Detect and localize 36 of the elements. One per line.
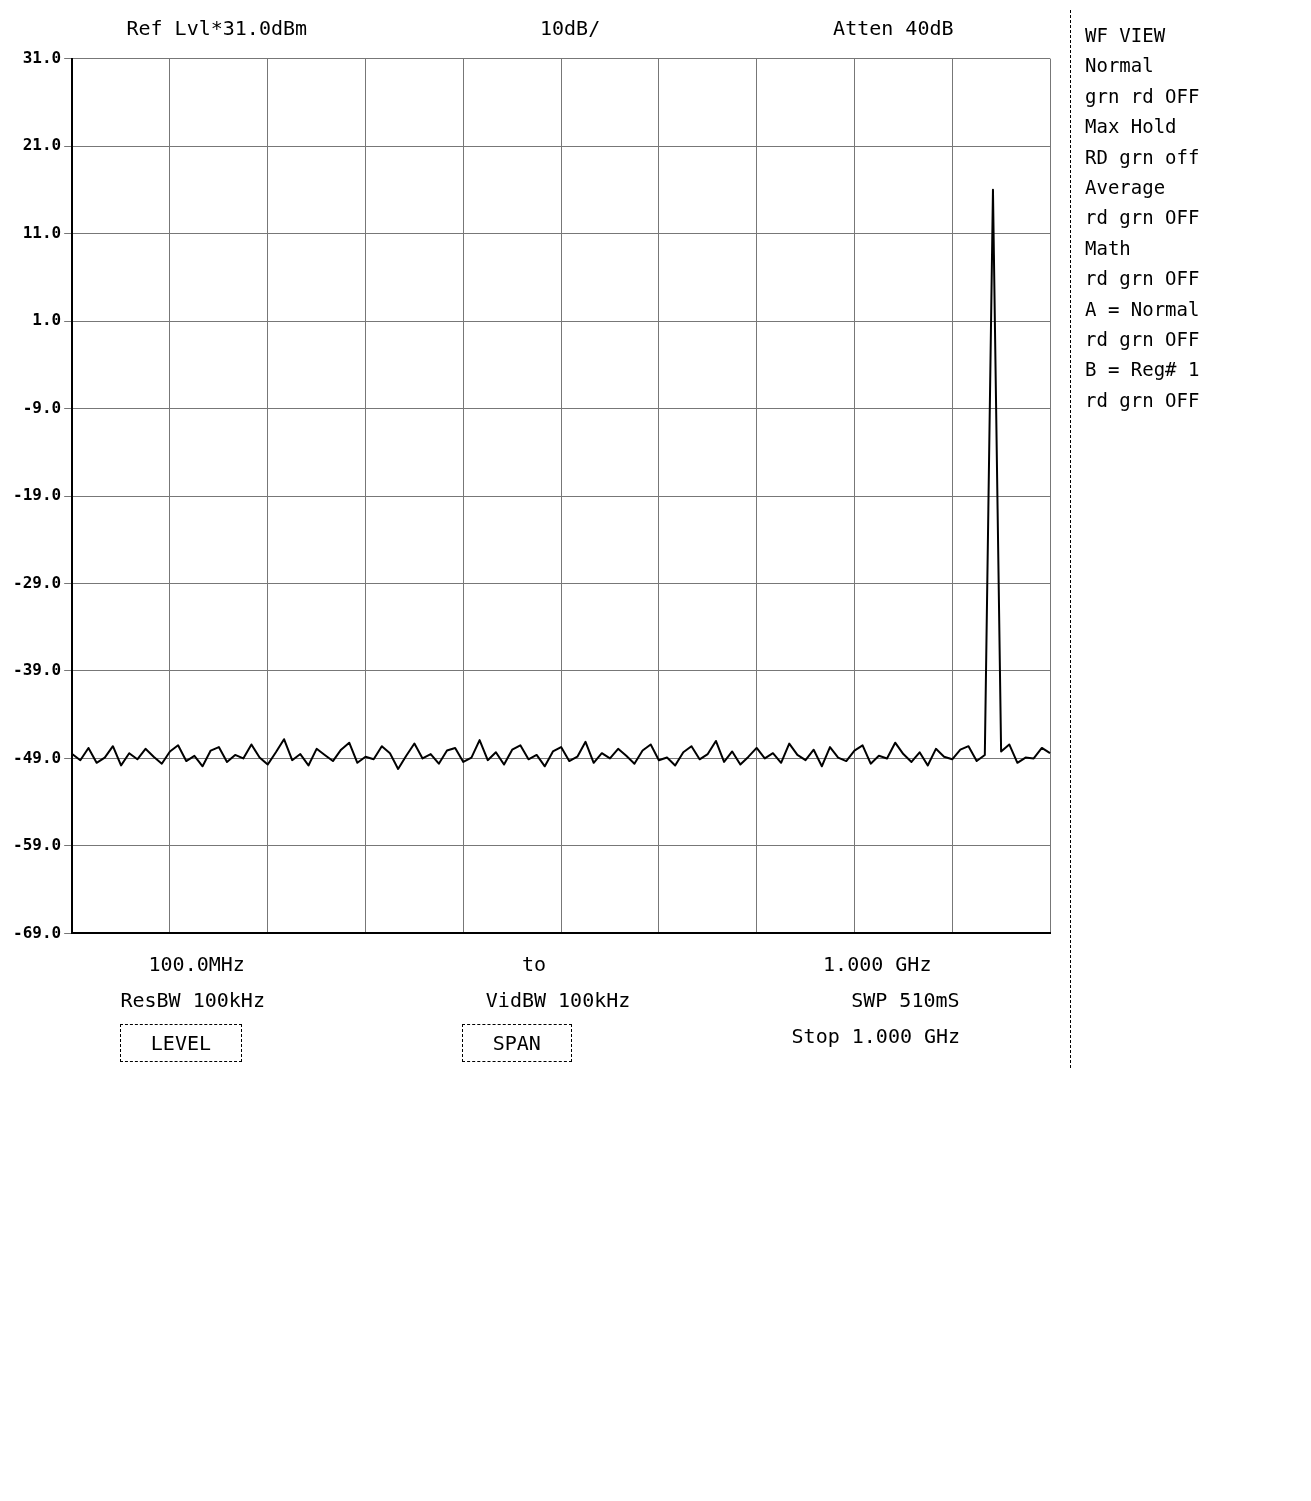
text: 100.0MHz	[148, 952, 245, 976]
text: to	[521, 952, 547, 976]
text: Ref Lvl*31.0dBm	[126, 16, 308, 40]
text: VidBW 100kHz	[485, 988, 631, 1012]
y-tick-label: -9.0	[22, 397, 62, 417]
y-tick-label: -19.0	[12, 485, 62, 505]
text: RD grn off	[1085, 144, 1201, 170]
text: Atten 40dB	[833, 16, 954, 40]
text: grn rd OFF	[1085, 83, 1201, 109]
text: Stop 1.000 GHz	[791, 1024, 961, 1050]
text: rd grn OFF	[1085, 205, 1201, 231]
text: rd grn OFF	[1085, 326, 1201, 352]
y-tick-label: -39.0	[12, 660, 62, 680]
y-tick-label: 1.0	[32, 310, 62, 330]
text: 1.000 GHz	[823, 952, 932, 976]
text: SPAN	[461, 1024, 572, 1062]
text: 10dB/	[539, 16, 601, 40]
y-tick-label: 31.0	[22, 47, 62, 67]
text: WF VIEW	[1085, 23, 1167, 48]
y-tick-label: -49.0	[12, 747, 62, 767]
text: Average	[1085, 174, 1167, 200]
text: Max Hold	[1085, 114, 1178, 140]
y-tick-label: -59.0	[12, 835, 62, 855]
y-tick-label: 21.0	[22, 135, 62, 155]
text: SWP 510mS	[851, 988, 960, 1012]
text: ResBW 100kHz	[120, 988, 265, 1012]
y-tick-label: -29.0	[12, 572, 62, 592]
text: rd grn OFF	[1085, 387, 1201, 413]
text: Normal	[1085, 53, 1155, 79]
text: Math	[1085, 235, 1132, 261]
y-tick-label: 11.0	[22, 222, 62, 242]
text: B = Reg# 1	[1085, 357, 1201, 383]
text: A = Normal	[1085, 296, 1201, 322]
text: rd grn OFF	[1085, 266, 1201, 292]
y-tick-label: -69.0	[12, 922, 62, 942]
text: LEVEL	[119, 1024, 243, 1062]
